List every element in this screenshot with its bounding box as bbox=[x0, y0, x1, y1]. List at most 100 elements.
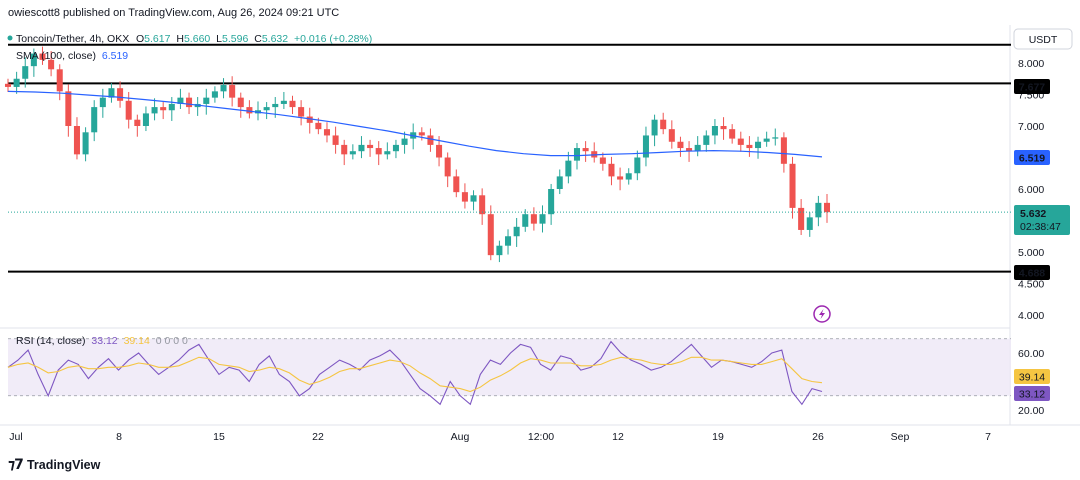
candle-body[interactable] bbox=[13, 78, 20, 87]
currency-button[interactable]: USDT bbox=[1013, 28, 1073, 50]
candle-body[interactable] bbox=[142, 113, 149, 126]
candle-body[interactable] bbox=[220, 85, 227, 92]
candle-body[interactable] bbox=[39, 53, 46, 60]
tradingview-logo[interactable]: ⁊7 TradingView bbox=[8, 457, 100, 473]
sma-line[interactable] bbox=[7, 90, 823, 158]
candle-body[interactable] bbox=[349, 151, 356, 155]
candle-body[interactable] bbox=[737, 138, 744, 145]
candle-body[interactable] bbox=[539, 214, 546, 224]
candle-body[interactable] bbox=[298, 107, 305, 117]
candle-body[interactable] bbox=[461, 192, 468, 202]
candle-body[interactable] bbox=[82, 132, 89, 155]
rsi-line[interactable] bbox=[7, 340, 823, 406]
candle-body[interactable] bbox=[565, 160, 572, 177]
candle-body[interactable] bbox=[30, 53, 37, 67]
candle-body[interactable] bbox=[548, 189, 555, 215]
candle-body[interactable] bbox=[772, 137, 779, 139]
candle-body[interactable] bbox=[530, 214, 537, 224]
candle-body[interactable] bbox=[315, 122, 322, 130]
candle-body[interactable] bbox=[401, 138, 408, 145]
candle-body[interactable] bbox=[453, 176, 460, 193]
candle-body[interactable] bbox=[677, 141, 684, 149]
candle-body[interactable] bbox=[522, 214, 529, 227]
candle-body[interactable] bbox=[151, 107, 158, 114]
candle-body[interactable] bbox=[203, 97, 210, 104]
candle-body[interactable] bbox=[608, 163, 615, 177]
candle-body[interactable] bbox=[815, 202, 822, 218]
candle-body[interactable] bbox=[186, 97, 193, 108]
candle-body[interactable] bbox=[168, 103, 175, 111]
candle-body[interactable] bbox=[668, 129, 675, 142]
candle-body[interactable] bbox=[384, 151, 391, 155]
candle-body[interactable] bbox=[272, 103, 279, 108]
candle-body[interactable] bbox=[780, 137, 787, 164]
candle-body[interactable] bbox=[289, 100, 296, 108]
sma-legend[interactable]: SMA (100, close) 6.519 bbox=[16, 50, 128, 62]
candle-body[interactable] bbox=[73, 126, 80, 155]
candle-body[interactable] bbox=[427, 135, 434, 145]
rsi-legend[interactable]: RSI (14, close) 33.12 39.14 0 0 0 0 bbox=[16, 335, 188, 347]
candle-body[interactable] bbox=[573, 148, 581, 161]
candle-body[interactable] bbox=[99, 97, 106, 108]
candle-body[interactable] bbox=[418, 132, 425, 136]
candle-body[interactable] bbox=[755, 141, 762, 149]
rsi-ma-line[interactable] bbox=[7, 356, 823, 393]
candle-body[interactable] bbox=[729, 129, 736, 139]
candle-body[interactable] bbox=[358, 144, 365, 152]
candles[interactable] bbox=[4, 46, 831, 263]
candle-body[interactable] bbox=[746, 144, 753, 149]
candle-body[interactable] bbox=[436, 144, 443, 158]
candle-body[interactable] bbox=[660, 119, 667, 130]
candle-body[interactable] bbox=[48, 59, 55, 70]
candle-body[interactable] bbox=[211, 91, 218, 98]
candle-body[interactable] bbox=[375, 148, 382, 155]
candle-body[interactable] bbox=[65, 91, 72, 126]
candle-body[interactable] bbox=[634, 157, 641, 174]
candle-body[interactable] bbox=[513, 226, 520, 237]
candle-body[interactable] bbox=[392, 144, 399, 152]
lightning-alert-icon[interactable] bbox=[813, 305, 831, 323]
candle-body[interactable] bbox=[496, 245, 503, 256]
candle-body[interactable] bbox=[823, 202, 831, 213]
candle-body[interactable] bbox=[694, 144, 701, 152]
candle-body[interactable] bbox=[686, 148, 693, 152]
candle-body[interactable] bbox=[789, 163, 796, 208]
symbol-name[interactable]: Toncoin/Tether, 4h, OKX bbox=[16, 33, 129, 45]
candle-body[interactable] bbox=[229, 85, 236, 98]
candle-body[interactable] bbox=[582, 148, 589, 152]
candle-body[interactable] bbox=[470, 195, 477, 202]
candle-body[interactable] bbox=[108, 88, 115, 98]
candle-body[interactable] bbox=[625, 173, 632, 180]
candle-body[interactable] bbox=[720, 126, 727, 130]
candle-body[interactable] bbox=[703, 135, 710, 145]
candle-body[interactable] bbox=[806, 217, 813, 230]
candle-body[interactable] bbox=[125, 100, 132, 120]
candle-body[interactable] bbox=[22, 66, 29, 79]
candle-body[interactable] bbox=[711, 126, 718, 136]
candle-body[interactable] bbox=[642, 135, 649, 158]
candle-body[interactable] bbox=[617, 176, 624, 180]
candle-body[interactable] bbox=[237, 97, 244, 108]
candle-body[interactable] bbox=[177, 97, 184, 104]
candle-body[interactable] bbox=[332, 135, 339, 145]
candle-body[interactable] bbox=[341, 144, 348, 155]
candle-body[interactable] bbox=[263, 107, 270, 111]
candle-body[interactable] bbox=[599, 157, 606, 164]
candle-body[interactable] bbox=[134, 119, 141, 126]
horizontal-lines[interactable] bbox=[8, 43, 1011, 273]
candle-body[interactable] bbox=[505, 236, 512, 246]
candle-body[interactable] bbox=[56, 69, 63, 92]
time-axis[interactable]: Jul 8 15 22 Aug 12:00 12 19 26 Sep 7 bbox=[9, 431, 991, 443]
candle-body[interactable] bbox=[798, 207, 805, 230]
candle-body[interactable] bbox=[556, 176, 563, 189]
candle-body[interactable] bbox=[487, 214, 494, 256]
candle-body[interactable] bbox=[323, 129, 330, 136]
candle-body[interactable] bbox=[479, 195, 486, 215]
candle-body[interactable] bbox=[4, 83, 12, 87]
candle-body[interactable] bbox=[246, 107, 253, 114]
rsi-axis[interactable]: 60.00 20.00 bbox=[1018, 348, 1044, 417]
candle-body[interactable] bbox=[160, 107, 167, 111]
candle-body[interactable] bbox=[651, 119, 658, 136]
